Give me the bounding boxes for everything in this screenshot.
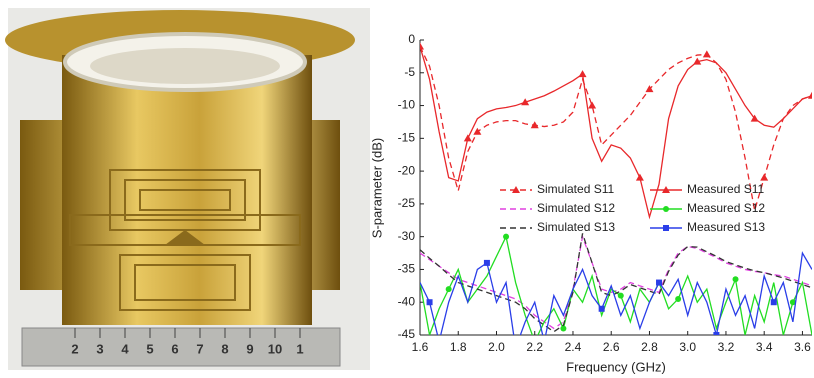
marker [662, 186, 670, 193]
marker [808, 91, 812, 99]
x-tick-label: 2.8 [641, 340, 658, 354]
marker [598, 305, 605, 312]
y-tick-label: -35 [398, 262, 416, 276]
y-tick-label: -10 [398, 98, 416, 112]
marker [426, 299, 433, 306]
legend-label: Measured S11 [687, 182, 764, 196]
ruler-label: 9 [246, 341, 253, 356]
ruler-label: 10 [268, 341, 282, 356]
marker [617, 292, 624, 299]
x-tick-label: 3.6 [794, 340, 811, 354]
ruler-label: 6 [171, 341, 178, 356]
legend-label: Simulated S13 [537, 220, 615, 234]
legend-label: Measured S13 [687, 220, 765, 234]
marker [732, 276, 739, 283]
ruler-label: 8 [221, 341, 228, 356]
marker [750, 114, 759, 122]
marker [521, 98, 530, 106]
photo: 2 3 4 5 6 7 8 9 10 1 [5, 8, 370, 370]
x-tick-label: 1.8 [450, 340, 467, 354]
series-line [420, 234, 812, 330]
marker [463, 134, 472, 142]
x-tick-label: 2.6 [603, 340, 620, 354]
marker [713, 332, 720, 335]
legend-label: Simulated S11 [537, 182, 614, 196]
marker [503, 233, 510, 240]
ruler-label: 1 [296, 341, 303, 356]
ruler-label: 5 [146, 341, 153, 356]
legend-label: Measured S12 [687, 201, 765, 215]
y-tick-label: -25 [398, 196, 416, 210]
x-tick-label: 3.2 [718, 340, 735, 354]
ruler-label: 7 [196, 341, 203, 356]
marker [473, 127, 482, 135]
x-tick-label: 3.0 [679, 340, 696, 354]
marker [789, 299, 796, 306]
marker [656, 279, 663, 286]
series-line [420, 233, 812, 333]
marker [675, 295, 682, 302]
x-tick-label: 2.2 [526, 340, 543, 354]
plot-area [420, 42, 812, 335]
feed [165, 230, 205, 245]
ruler-label: 2 [71, 341, 78, 356]
x-tick-label: 1.6 [412, 340, 429, 354]
marker [483, 259, 490, 266]
y-tick-label: 0 [408, 32, 415, 46]
y-tick-label: -20 [398, 163, 416, 177]
marker [770, 299, 777, 306]
marker [560, 325, 567, 332]
y-tick-label: -30 [398, 229, 416, 243]
y-tick-label: -15 [398, 131, 416, 145]
ruler-label: 4 [121, 341, 129, 356]
marker [702, 50, 711, 58]
marker [445, 286, 452, 293]
x-tick-label: 2.0 [488, 340, 505, 354]
series-line [420, 46, 812, 220]
marker [588, 101, 597, 109]
marker [578, 70, 587, 78]
x-tick-label: 3.4 [756, 340, 773, 354]
marker [645, 85, 654, 93]
y-tick-label: -45 [398, 327, 416, 341]
ruler-label: 3 [96, 341, 103, 356]
marker [693, 57, 702, 65]
series-line [420, 46, 812, 211]
y-axis-label: S-parameter (dB) [369, 138, 384, 238]
ring-inner [90, 48, 280, 84]
y-tick-label: -5 [404, 65, 415, 79]
x-tick-label: 2.4 [565, 340, 582, 354]
legend-label: Simulated S12 [537, 201, 615, 215]
series-line [420, 234, 812, 335]
marker [663, 206, 669, 212]
y-tick-label: -40 [398, 294, 416, 308]
ruler-labels: 2 3 4 5 6 7 8 9 10 1 [71, 328, 304, 356]
marker [530, 121, 539, 129]
marker [512, 186, 520, 193]
marker [663, 225, 669, 231]
x-axis-label: Frequency (GHz) [566, 359, 666, 374]
marker [635, 173, 644, 181]
ruler [21, 327, 341, 367]
marker [760, 173, 769, 181]
